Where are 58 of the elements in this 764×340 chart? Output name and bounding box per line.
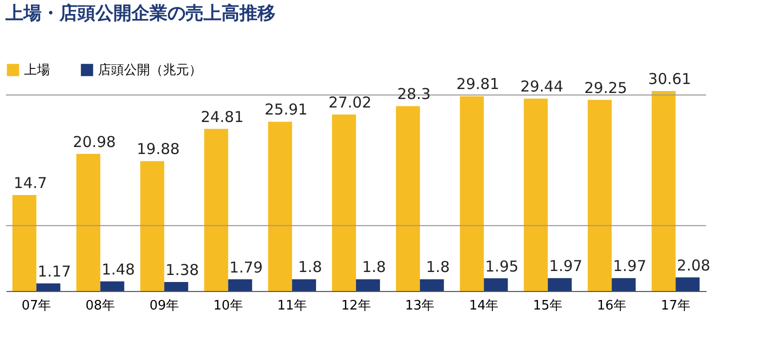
data-label: 29.25	[584, 78, 628, 97]
x-tick-label: 07年	[22, 298, 52, 314]
data-label: 1.95	[485, 257, 519, 276]
data-label: 29.81	[456, 75, 500, 94]
data-label: 20.98	[72, 132, 116, 151]
x-tick-label: 15年	[533, 298, 563, 314]
bar	[420, 279, 444, 291]
bar	[612, 278, 636, 291]
data-label: 1.97	[549, 257, 582, 276]
bar	[460, 96, 484, 291]
data-label: 28.3	[397, 85, 431, 104]
data-label: 1.8	[362, 258, 386, 276]
legend-label: 上場	[24, 63, 50, 78]
bar	[332, 114, 356, 291]
data-label: 19.88	[136, 140, 180, 158]
bar	[228, 279, 252, 291]
data-label: 2.08	[676, 256, 710, 274]
data-label: 27.02	[328, 93, 372, 112]
data-label: 1.48	[102, 260, 135, 278]
bar	[36, 283, 60, 291]
bar	[140, 161, 164, 291]
bar	[164, 282, 188, 291]
bar	[76, 154, 100, 291]
bar	[12, 194, 36, 291]
data-label: 30.61	[648, 70, 692, 88]
data-label: 1.79	[229, 258, 263, 276]
data-label: 25.91	[264, 100, 308, 119]
x-tick-label: 13年	[405, 298, 435, 314]
bar	[676, 277, 700, 291]
data-label: 14.7	[14, 174, 48, 192]
data-label: 1.17	[38, 262, 72, 280]
bar	[396, 106, 420, 291]
x-tick-label: 14年	[469, 298, 499, 314]
bar	[524, 98, 548, 291]
data-label: 29.44	[520, 78, 564, 96]
bar	[100, 281, 124, 291]
bar	[548, 278, 572, 291]
data-label: 24.81	[200, 108, 244, 126]
data-label: 1.97	[612, 257, 646, 276]
chart-title: 上場・店頭公開企業の売上高推移	[4, 3, 276, 24]
bar	[356, 279, 380, 291]
x-tick-label: 08年	[86, 298, 116, 314]
data-label: 1.8	[298, 258, 322, 276]
bar	[588, 100, 612, 291]
data-label: 1.38	[166, 260, 199, 279]
x-tick-label: 12年	[341, 298, 371, 314]
x-tick-label: 10年	[213, 298, 243, 314]
data-label: 1.8	[426, 258, 450, 276]
x-tick-label: 17年	[660, 298, 690, 314]
bar	[652, 91, 676, 291]
bar	[484, 278, 508, 291]
x-tick-label: 09年	[149, 298, 179, 314]
legend-label: 店頭公開（兆元）	[98, 62, 202, 78]
x-tick-label: 11年	[277, 298, 307, 314]
bar	[292, 279, 316, 291]
bar	[204, 128, 228, 291]
bar	[268, 122, 292, 291]
x-tick-label: 16年	[596, 298, 626, 314]
